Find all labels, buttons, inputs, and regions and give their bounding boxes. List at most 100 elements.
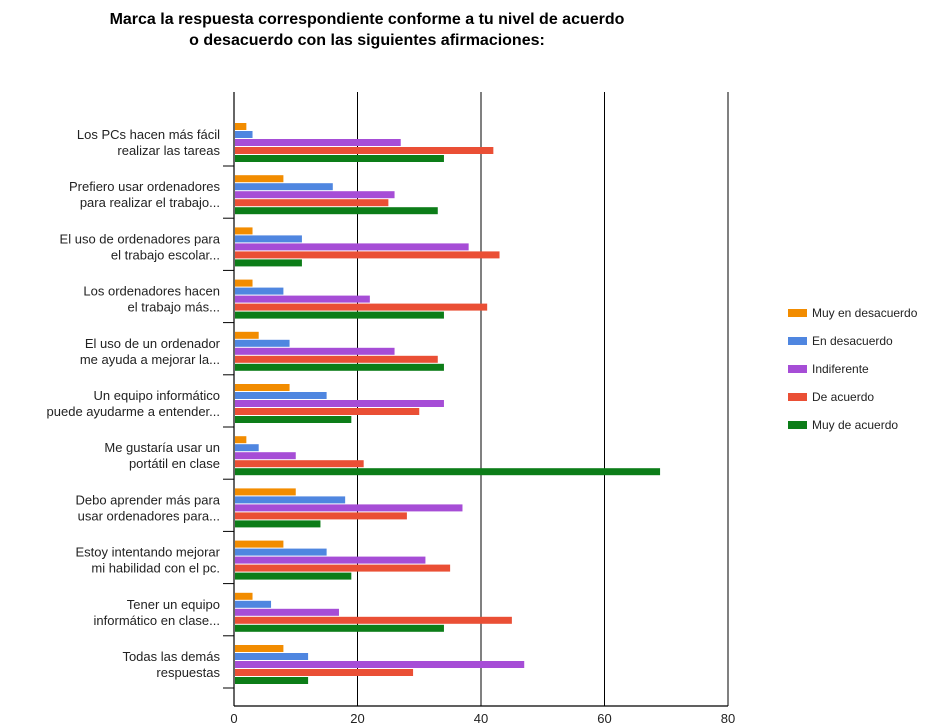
bar-7-indiferente (235, 452, 296, 460)
x-tick-labels: 0 20 40 60 80 (230, 711, 735, 726)
bar-1-muy-en-desacuerdo (235, 123, 247, 130)
bar-8-muy-de-acuerdo (235, 520, 321, 528)
legend-label-5: Muy de acuerdo (812, 418, 898, 432)
bar-7-muy-de-acuerdo (235, 468, 661, 476)
bar-1-muy-de-acuerdo (235, 155, 444, 162)
chart-title-line-2: o desacuerdo con las siguientes afirmaci… (189, 32, 545, 49)
legend-swatch-3 (788, 365, 807, 373)
legend-swatch-5 (788, 421, 807, 429)
axes (233, 92, 728, 707)
legend-label-3: Indiferente (812, 362, 869, 376)
bar-7-de-acuerdo (235, 460, 364, 468)
bar-8-de-acuerdo (235, 512, 407, 520)
bar-2-muy-de-acuerdo (235, 207, 438, 215)
bar-6-muy-en-desacuerdo (235, 384, 290, 391)
bar-6-en-desacuerdo (235, 392, 327, 399)
bar-5-muy-en-desacuerdo (235, 331, 259, 339)
category-label-7-line-1: Me gustaría usar un (104, 440, 220, 455)
category-label-9-line-1: Estoy intentando mejorar (75, 545, 220, 560)
bar-8-muy-en-desacuerdo (235, 488, 296, 496)
bar-10-muy-en-desacuerdo (235, 592, 253, 600)
category-label-8-line-2: usar ordenadores para... (78, 508, 220, 523)
bar-3-de-acuerdo (235, 251, 500, 259)
x-tick-label-60: 60 (597, 711, 611, 726)
bar-6-de-acuerdo (235, 408, 420, 415)
category-label-7-line-2: portátil en clase (129, 456, 220, 471)
bar-8-indiferente (235, 504, 463, 512)
bar-9-en-desacuerdo (235, 548, 327, 556)
bar-7-en-desacuerdo (235, 444, 259, 452)
bar-11-en-desacuerdo (235, 653, 309, 660)
bar-11-muy-en-desacuerdo (235, 645, 284, 652)
bar-11-muy-de-acuerdo (235, 677, 309, 684)
bar-1-de-acuerdo (235, 147, 494, 154)
x-tick-label-0: 0 (230, 711, 237, 726)
bar-5-indiferente (235, 347, 395, 355)
bar-4-muy-en-desacuerdo (235, 279, 253, 287)
bar-5-en-desacuerdo (235, 339, 290, 347)
bar-3-muy-en-desacuerdo (235, 227, 253, 235)
category-label-4-line-1: Los ordenadores hacen (83, 284, 220, 299)
bar-2-indiferente (235, 191, 395, 199)
bar-9-de-acuerdo (235, 564, 451, 572)
bar-11-de-acuerdo (235, 669, 414, 676)
bar-9-muy-en-desacuerdo (235, 540, 284, 548)
category-label-4-line-2: el trabajo más... (128, 300, 221, 315)
x-tick-label-40: 40 (474, 711, 488, 726)
bar-6-indiferente (235, 400, 444, 407)
category-label-11-line-1: Todas las demás (122, 649, 220, 664)
bar-6-muy-de-acuerdo (235, 416, 352, 423)
bar-5-de-acuerdo (235, 355, 438, 363)
category-label-2-line-2: para realizar el trabajo... (80, 195, 220, 210)
bar-3-indiferente (235, 243, 469, 251)
bar-1-indiferente (235, 139, 401, 146)
category-label-10-line-2: informático en clase... (94, 613, 220, 628)
bar-3-muy-de-acuerdo (235, 259, 302, 267)
x-tick-label-20: 20 (350, 711, 364, 726)
bar-2-muy-en-desacuerdo (235, 175, 284, 183)
chart-title-line-1: Marca la respuesta correspondiente confo… (110, 11, 625, 28)
bar-9-indiferente (235, 556, 426, 564)
category-label-1-line-2: realizar las tareas (117, 143, 220, 158)
bar-2-en-desacuerdo (235, 183, 333, 191)
bar-10-indiferente (235, 608, 339, 616)
bar-7-muy-en-desacuerdo (235, 436, 247, 444)
category-label-5-line-2: me ayuda a mejorar la... (80, 352, 220, 367)
legend: Muy en desacuerdo En desacuerdo Indiferent… (788, 306, 918, 432)
bar-10-en-desacuerdo (235, 600, 272, 608)
bar-11-indiferente (235, 661, 525, 668)
legend-label-2: En desacuerdo (812, 334, 893, 348)
bar-9-muy-de-acuerdo (235, 572, 352, 580)
category-label-8-line-1: Debo aprender más para (75, 492, 220, 507)
legend-label-1: Muy en desacuerdo (812, 306, 918, 320)
category-label-5-line-1: El uso de un ordenador (85, 336, 221, 351)
bar-5-muy-de-acuerdo (235, 363, 444, 371)
category-label-6-line-2: puede ayudarme a entender... (47, 404, 220, 419)
category-label-2-line-1: Prefiero usar ordenadores (69, 179, 221, 194)
legend-label-4: De acuerdo (812, 390, 874, 404)
bar-4-en-desacuerdo (235, 287, 284, 295)
bar-3-en-desacuerdo (235, 235, 302, 243)
bar-2-de-acuerdo (235, 199, 389, 207)
category-label-1-line-1: Los PCs hacen más fácil (77, 127, 220, 142)
x-tick-label-80: 80 (721, 711, 735, 726)
legend-swatch-1 (788, 309, 807, 317)
bar-4-muy-de-acuerdo (235, 311, 444, 319)
category-label-6-line-1: Un equipo informático (94, 388, 220, 403)
bar-4-indiferente (235, 295, 370, 303)
category-label-9-line-2: mi habilidad con el pc. (91, 561, 220, 576)
category-label-10-line-1: Tener un equipo (127, 597, 220, 612)
category-label-3-line-2: el trabajo escolar... (111, 247, 220, 262)
bar-1-en-desacuerdo (235, 131, 253, 138)
category-label-3-line-1: El uso de ordenadores para (60, 231, 221, 246)
category-label-11-line-2: respuestas (156, 665, 220, 680)
bars (235, 123, 661, 684)
bar-4-de-acuerdo (235, 303, 488, 311)
bar-8-en-desacuerdo (235, 496, 346, 504)
bar-10-muy-de-acuerdo (235, 624, 444, 632)
legend-swatch-4 (788, 393, 807, 401)
legend-swatch-2 (788, 337, 807, 345)
